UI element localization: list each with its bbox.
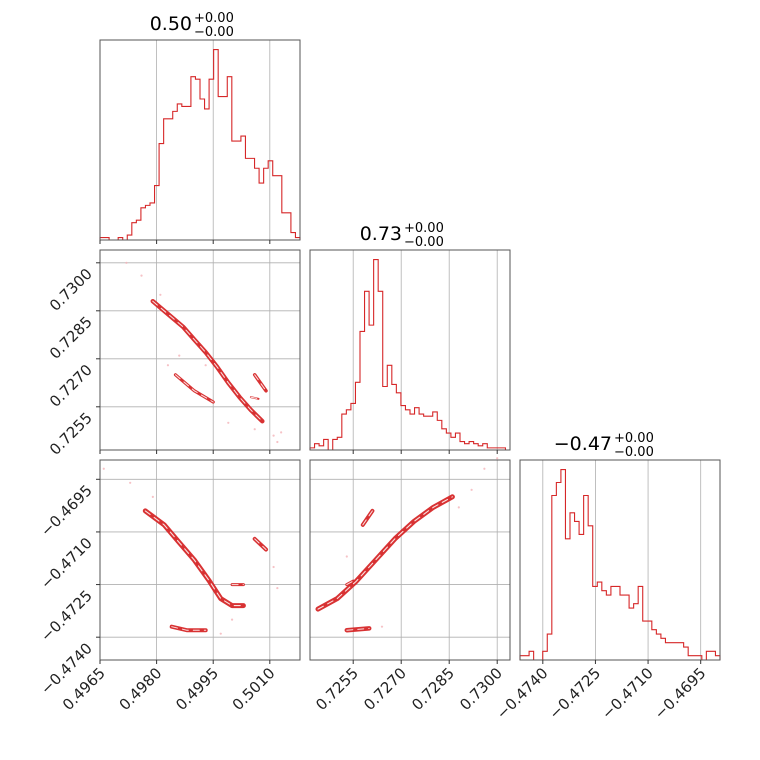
panel-2-2 (519, 460, 721, 661)
title-minus: −0.00 (194, 25, 234, 40)
title-plus: +0.00 (194, 11, 234, 26)
sample-point (470, 488, 473, 491)
panel-title-0: 0.50 +0.00−0.00 (150, 11, 234, 40)
x-tick-label: −0.4695 (651, 664, 710, 723)
contour-right-island-inner (254, 538, 267, 550)
contour-upper-island-inner (362, 510, 373, 526)
y-tick-label: −0.4725 (37, 587, 96, 646)
contour-right-island-inner (254, 374, 267, 392)
sample-point (159, 293, 162, 296)
sample-point (380, 625, 384, 628)
x-tick-label: 0.7270 (360, 664, 410, 714)
x-tick-label: 0.7285 (408, 664, 458, 714)
sample-point (230, 618, 234, 621)
panel-border (309, 249, 511, 451)
panel-border (309, 459, 511, 661)
contour-main-ridge-inner (144, 510, 244, 607)
sample-point (272, 434, 275, 437)
contour-small-spot-inner (346, 580, 354, 586)
panel-border (99, 249, 301, 451)
sample-point (140, 274, 143, 277)
title-plus: +0.00 (614, 431, 654, 446)
y-tick-label: 0.7255 (46, 409, 96, 459)
x-tick-label: 0.4980 (116, 664, 166, 714)
contour-bottom-island-inner (346, 627, 370, 631)
panel-border (99, 459, 301, 661)
histogram-line (99, 48, 301, 241)
panel-bg (100, 40, 300, 240)
sample-point (166, 364, 170, 367)
panel-bg (520, 460, 720, 660)
x-tick-label: −0.4725 (546, 664, 605, 723)
sample-point (178, 354, 181, 357)
sample-point (219, 632, 222, 635)
y-tick-label: −0.4710 (37, 534, 96, 593)
sample-point (125, 261, 128, 264)
sample-point (102, 467, 105, 470)
panel-2-0 (99, 460, 300, 660)
contour-main-ridge-inner (152, 300, 263, 422)
sample-point (345, 555, 348, 558)
panel-bg (100, 250, 300, 450)
y-tick-label: 0.7285 (46, 313, 96, 363)
panel-border (99, 39, 301, 241)
histogram-line (519, 468, 721, 661)
title-value: 0.73 (360, 223, 402, 245)
x-tick-label: 0.5010 (229, 664, 279, 714)
panel-bg (100, 460, 300, 660)
y-tick-label: 0.7270 (46, 361, 96, 411)
sample-point (151, 495, 154, 498)
sample-point (276, 586, 279, 590)
title-plus: +0.00 (404, 221, 444, 236)
sample-point (227, 421, 230, 424)
panel-bg (310, 250, 510, 450)
y-tick-label: 0.7300 (46, 265, 96, 315)
sample-point (276, 440, 279, 444)
y-tick-label: −0.4695 (37, 481, 96, 540)
contour-main-ridge-inner (317, 496, 453, 610)
panel-title-1: 0.73 +0.00−0.00 (360, 221, 444, 250)
x-tick-label: 0.4995 (172, 664, 222, 714)
title-minus: −0.00 (614, 445, 654, 460)
panel-1-0 (99, 250, 300, 450)
sample-point (204, 364, 207, 367)
contour-right-spot-inner (250, 396, 259, 400)
panel-0-0 (99, 40, 301, 241)
sample-point (496, 457, 499, 460)
title-value: −0.47 (554, 433, 612, 455)
panel-1-1 (309, 250, 510, 451)
panel-title-2: −0.47 +0.00−0.00 (554, 431, 654, 460)
sample-point (457, 506, 460, 509)
panel-border (519, 459, 721, 661)
histogram-line (309, 258, 510, 451)
sample-point (253, 428, 256, 431)
x-tick-label: −0.4710 (598, 664, 657, 723)
sample-point (483, 467, 486, 470)
sample-point (129, 481, 132, 484)
x-tick-label: 0.7255 (312, 664, 362, 714)
panel-bg (310, 460, 510, 660)
sample-point (280, 431, 283, 434)
sample-point (272, 565, 275, 569)
panel-2-1 (310, 457, 510, 660)
contour-bottom-island-inner (171, 626, 207, 631)
title-minus: −0.00 (404, 235, 444, 250)
contour-lower-island-inner (175, 374, 214, 403)
title-value: 0.50 (150, 13, 192, 35)
